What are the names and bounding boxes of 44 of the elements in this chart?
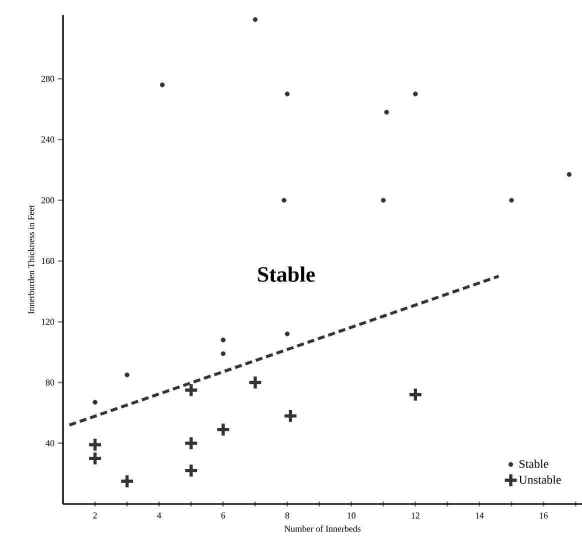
x-tick-label: 8 [285, 512, 290, 519]
y-tick-label: 280 [41, 76, 54, 82]
x-axis-title: Number of Innerbeds [284, 525, 361, 532]
point [124, 372, 130, 378]
point [87, 437, 103, 452]
annotation: Stable [258, 266, 315, 282]
point [384, 110, 389, 115]
y-tick-label: 160 [42, 258, 54, 264]
legend-label: Stable [520, 460, 548, 468]
point [566, 172, 572, 177]
x-tick-label: 14 [476, 512, 484, 518]
point [160, 82, 165, 88]
point [220, 351, 226, 356]
point [220, 338, 226, 342]
point [284, 332, 290, 336]
point [252, 17, 258, 22]
x-tick-label: 4 [157, 512, 162, 518]
x-tick-label: 12 [412, 512, 420, 518]
point [216, 422, 231, 438]
y-tick-label: 120 [42, 318, 54, 325]
point [120, 474, 135, 489]
x-tick-label: 16 [540, 512, 548, 519]
point [282, 408, 298, 424]
point [509, 198, 514, 203]
point [248, 374, 263, 390]
point [380, 198, 386, 203]
point [92, 400, 98, 405]
point [284, 92, 290, 96]
legend-label: Unstable [519, 475, 561, 484]
y-tick-label: 240 [41, 136, 54, 143]
x-tick-label: 2 [93, 512, 97, 518]
point [408, 387, 423, 402]
x-tick-label: 6 [221, 512, 226, 519]
y-tick-label: 80 [46, 379, 54, 386]
point [282, 198, 286, 203]
y-axis-title: Innerburden Thickness in Feet [28, 204, 34, 314]
x-tick-label: 10 [348, 512, 356, 519]
point [413, 92, 418, 96]
y-tick-label: 40 [46, 440, 54, 446]
point [184, 436, 199, 451]
point [87, 450, 103, 466]
point [184, 382, 199, 398]
point [184, 463, 199, 478]
y-tick-label: 200 [41, 197, 54, 204]
